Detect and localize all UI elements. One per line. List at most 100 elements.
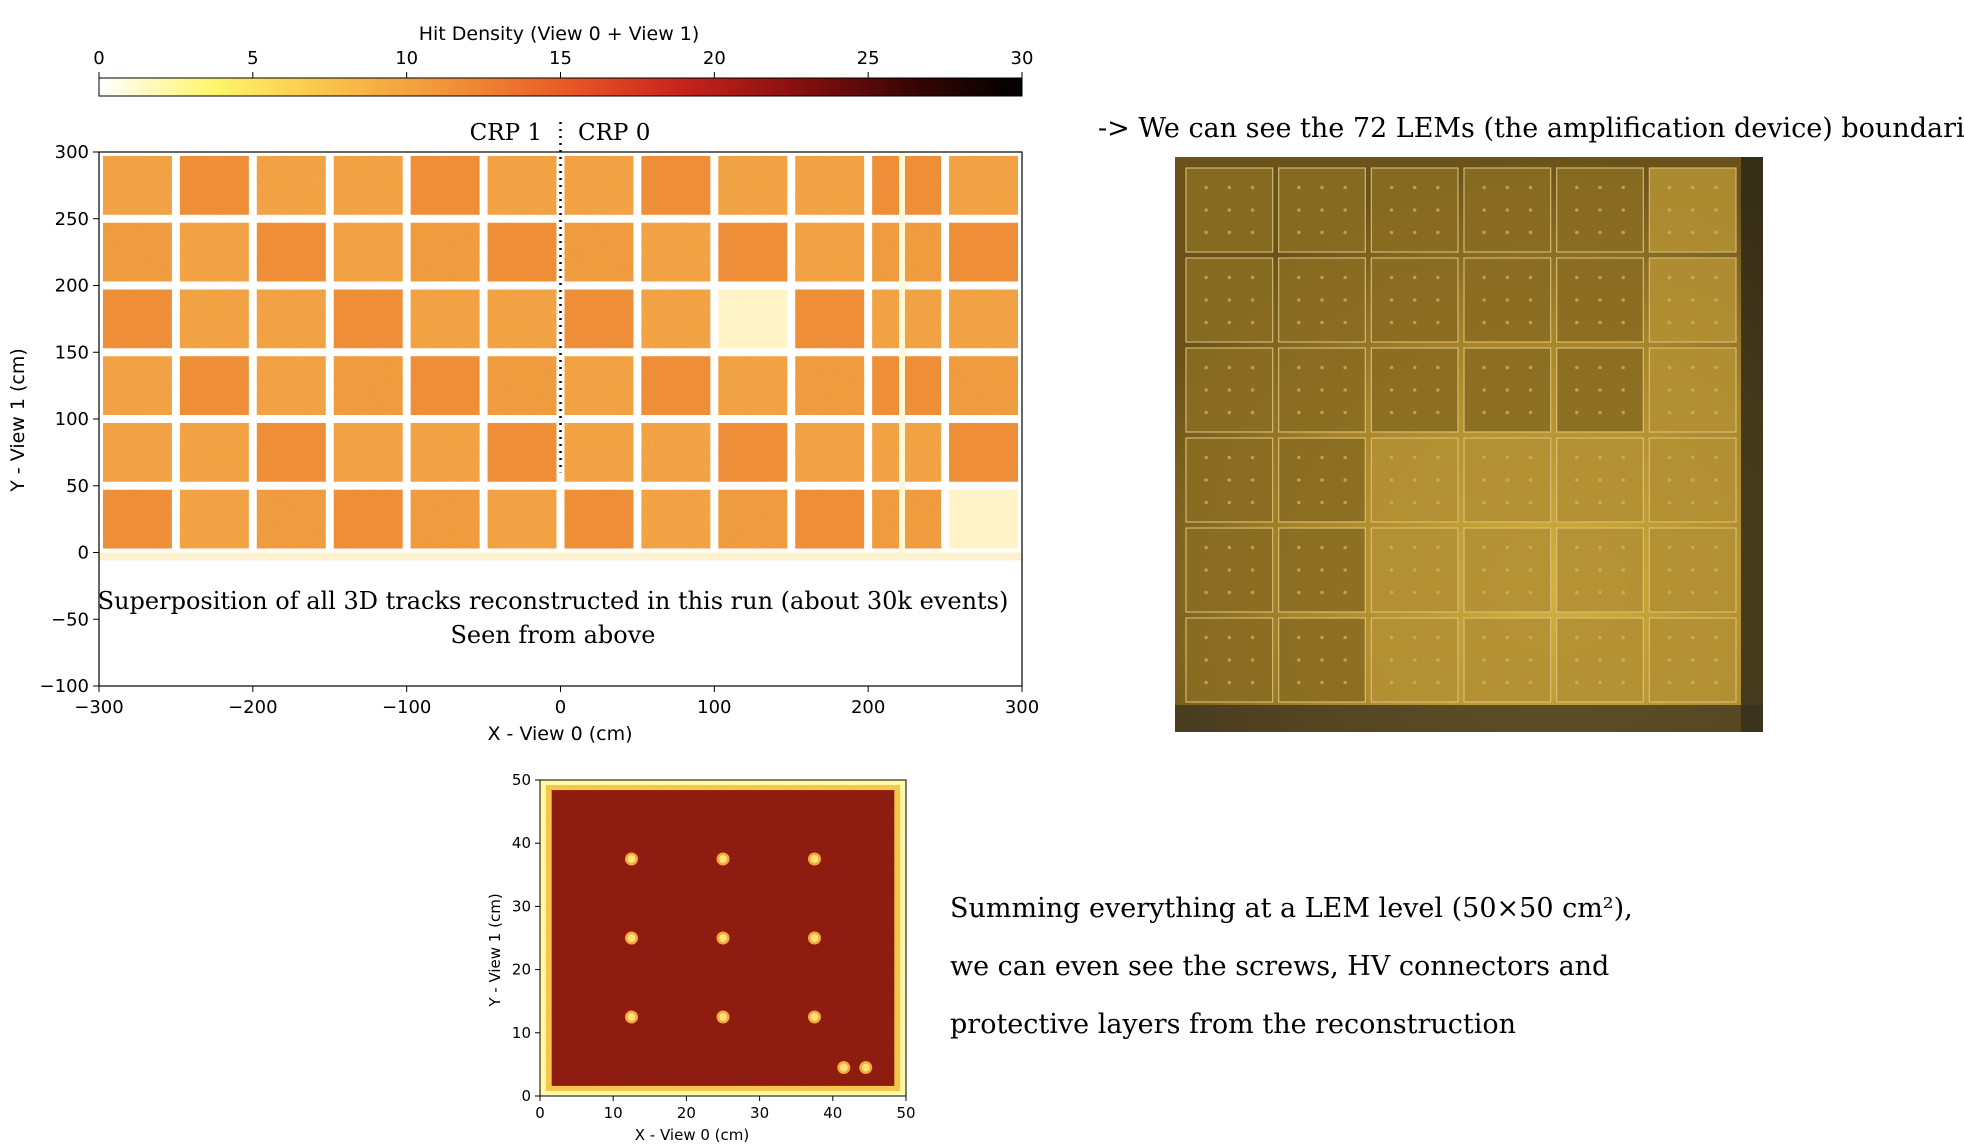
photo-screw [1598, 680, 1602, 685]
photo-screw [1482, 500, 1486, 505]
lem-cell-texture [872, 356, 942, 415]
photo-screw [1297, 568, 1301, 572]
photo-screw [1412, 590, 1417, 595]
photo-screw [1575, 230, 1579, 235]
photo-screw [1412, 568, 1417, 572]
photo-screw [1528, 658, 1533, 662]
photo-screw [1690, 208, 1695, 212]
photo-screw [1505, 545, 1510, 550]
lem-x-tick-label: 0 [535, 1104, 545, 1122]
photo-screw [1598, 590, 1602, 595]
y-tick-label: −100 [40, 676, 89, 697]
x-tick-label: 100 [697, 697, 731, 718]
lem-caption-line-1: Summing everything at a LEM level (50×50… [950, 893, 1633, 924]
photo-screw [1320, 478, 1324, 482]
photo-screw [1343, 365, 1347, 370]
colorbar-tick-label: 15 [549, 48, 572, 69]
photo-screw [1436, 208, 1440, 212]
photo-screw [1343, 320, 1347, 325]
photo-screw [1204, 208, 1208, 212]
photo-screw [1389, 680, 1394, 685]
photo-screw [1389, 320, 1394, 325]
photo-screw [1204, 635, 1208, 640]
photo-screw [1320, 230, 1324, 235]
lem-x-tick-label: 10 [604, 1104, 623, 1122]
photo-screw [1621, 388, 1625, 392]
photo-screw [1297, 208, 1301, 212]
photo-screw [1667, 680, 1672, 685]
photo-screw [1575, 365, 1579, 370]
photo-screw [1598, 320, 1602, 325]
photo-screw [1297, 478, 1301, 482]
photo-screw [1436, 500, 1440, 505]
lem-cell-texture [487, 423, 557, 482]
photo-screw [1505, 185, 1510, 190]
photo-screw [1250, 658, 1255, 662]
photo-screw [1621, 545, 1625, 550]
screw-spot-core [627, 855, 636, 863]
photo-screw [1690, 658, 1695, 662]
lem-cell-texture [410, 356, 480, 415]
photo-screw [1320, 658, 1324, 662]
lem-cell-texture [564, 289, 634, 349]
photo-screw [1598, 478, 1602, 482]
photo-screw [1389, 185, 1394, 190]
photo-screw [1412, 635, 1417, 640]
photo-screw [1714, 658, 1718, 662]
lem-x-tick-label: 50 [896, 1104, 915, 1122]
photo-screw [1667, 478, 1672, 482]
lem-x-tick-label: 20 [677, 1104, 696, 1122]
lem-cell-texture [179, 289, 249, 349]
photo-screw [1297, 320, 1301, 325]
photo-screw [1714, 365, 1718, 370]
photo-screw [1714, 680, 1718, 685]
photo-screw [1690, 185, 1695, 190]
photo-screw [1621, 410, 1625, 415]
photo-screw [1505, 590, 1510, 595]
photo-screw [1505, 478, 1510, 482]
colorbar-tick-label: 5 [247, 48, 258, 69]
lem-cell-texture [256, 423, 326, 482]
photo-screw [1667, 658, 1672, 662]
colorbar-tick-label: 20 [703, 48, 726, 69]
photo-screw [1320, 388, 1324, 392]
lem-cell-texture [641, 222, 711, 282]
lem-cell-texture [949, 423, 1018, 482]
photo-screw [1621, 635, 1625, 640]
lem-photo-grid [1185, 167, 1737, 703]
lem-cell-texture [487, 356, 557, 415]
y-tick-label: 50 [66, 476, 89, 497]
photo-caption: -> We can see the 72 LEMs (the amplifica… [1098, 113, 1964, 144]
photo-screw [1482, 208, 1486, 212]
lem-cell-texture [103, 356, 172, 415]
photo-screw [1320, 365, 1324, 370]
photo-screw [1227, 365, 1232, 370]
photo-screw [1598, 208, 1602, 212]
photo-screw [1389, 568, 1394, 572]
photo-screw [1505, 680, 1510, 685]
photo-screw [1482, 478, 1486, 482]
photo-screw [1690, 275, 1695, 280]
photo-screw [1598, 658, 1602, 662]
photo-screw [1227, 230, 1232, 235]
photo-screw [1436, 365, 1440, 370]
photo-screw [1505, 208, 1510, 212]
photo-screw [1714, 275, 1718, 280]
photo-screw [1343, 275, 1347, 280]
photo-screw [1204, 478, 1208, 482]
photo-screw [1714, 455, 1718, 460]
photo-screw [1204, 545, 1208, 550]
lem-cell-texture [487, 489, 557, 549]
photo-screw [1667, 298, 1672, 302]
y-tick-label: 250 [55, 209, 89, 230]
photo-screw [1482, 545, 1486, 550]
photo-screw [1250, 680, 1255, 685]
lem-cell-texture [641, 489, 711, 549]
x-tick-label: −200 [228, 697, 277, 718]
screw-spot-core [627, 934, 636, 942]
photo-screw [1227, 275, 1232, 280]
photo-screw [1690, 455, 1695, 460]
photo-screw [1667, 275, 1672, 280]
lem-cell-texture [564, 156, 634, 215]
photo-screw [1621, 365, 1625, 370]
